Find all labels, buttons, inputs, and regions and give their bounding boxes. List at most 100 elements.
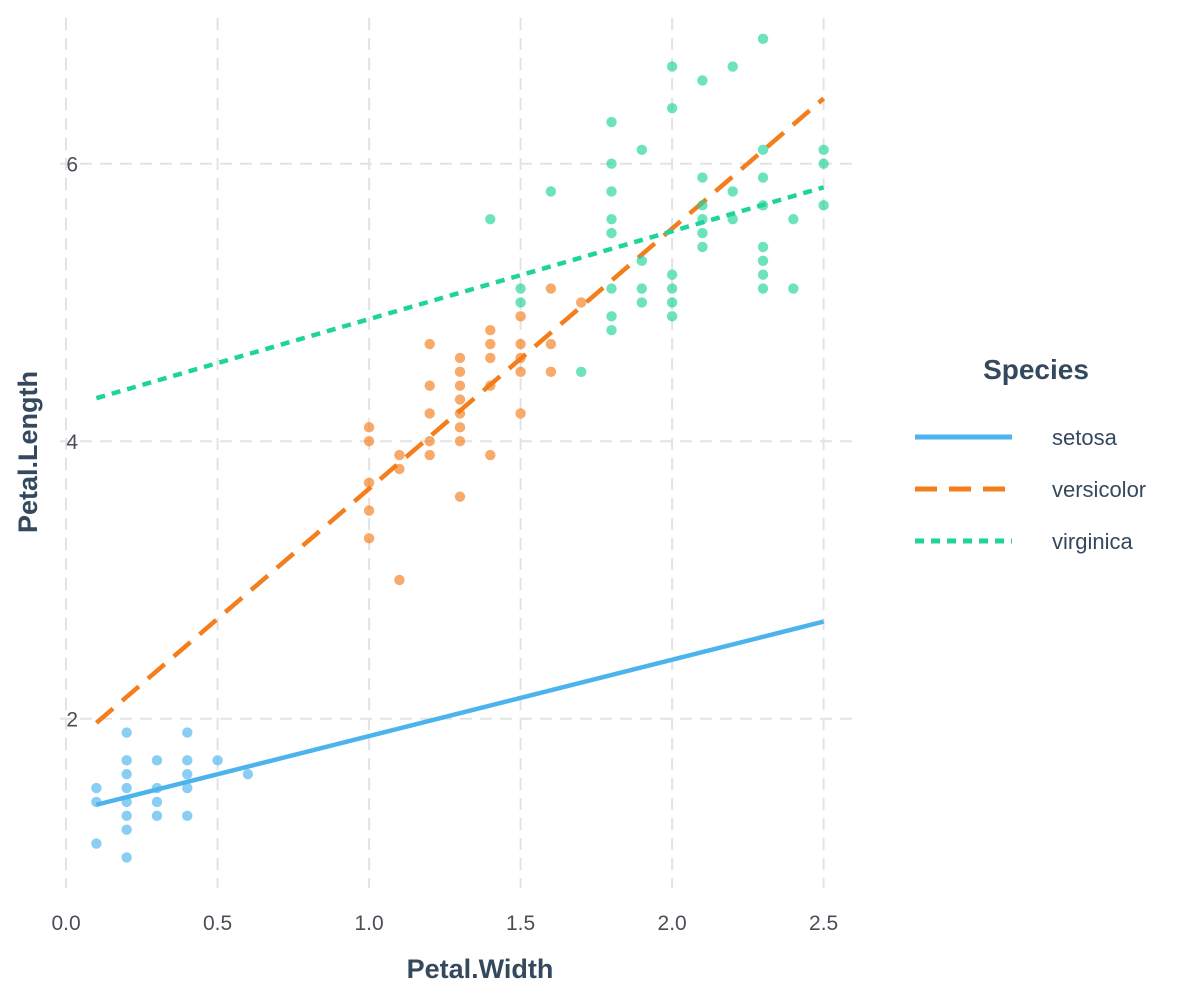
y-tick-label: 4 [66, 431, 78, 454]
data-point-versicolor [363, 436, 375, 447]
data-point-virginica [818, 200, 829, 211]
data-point-virginica [697, 227, 708, 239]
legend: Species setosa versicolor virginica [915, 354, 1146, 554]
data-point-setosa [182, 810, 193, 822]
data-point-versicolor [485, 325, 496, 336]
data-point-virginica [606, 311, 617, 322]
data-point-versicolor [515, 352, 526, 364]
data-point-versicolor [515, 311, 526, 322]
data-point-setosa [182, 755, 193, 766]
data-point-versicolor [363, 422, 375, 433]
data-point-versicolor [394, 574, 405, 586]
data-point-virginica [636, 255, 648, 267]
data-point-virginica [606, 283, 617, 294]
x-tick-label: 2.5 [809, 912, 838, 935]
data-point-virginica [757, 241, 769, 253]
data-point-setosa [242, 769, 254, 780]
data-point-setosa [151, 755, 163, 766]
data-point-versicolor [454, 366, 466, 378]
trend-line-setosa [95, 619, 825, 807]
data-point-setosa [151, 796, 163, 808]
data-point-versicolor [545, 338, 557, 350]
grid-lines [60, 18, 860, 888]
data-point-virginica [606, 186, 617, 197]
data-point-virginica [636, 283, 648, 294]
data-point-virginica [606, 227, 617, 239]
trend-line-virginica [95, 185, 825, 401]
data-point-versicolor [545, 366, 557, 378]
data-point-virginica [576, 366, 587, 378]
data-point-versicolor [515, 366, 526, 378]
data-point-virginica [757, 172, 769, 183]
data-point-versicolor [424, 408, 435, 419]
data-point-virginica [757, 255, 769, 267]
data-point-versicolor [424, 436, 435, 447]
data-point-setosa [91, 782, 102, 794]
data-point-virginica [515, 283, 526, 294]
data-point-versicolor [363, 505, 375, 516]
data-point-virginica [666, 311, 678, 322]
data-point-versicolor [454, 491, 466, 502]
data-point-virginica [606, 116, 617, 128]
data-point-versicolor [424, 380, 435, 391]
data-point-versicolor [485, 380, 496, 391]
data-point-virginica [757, 269, 769, 280]
data-point-virginica [697, 213, 708, 225]
x-axis-title: Petal.Width [407, 954, 554, 984]
data-point-virginica [636, 297, 648, 308]
data-point-setosa [121, 755, 132, 766]
data-point-virginica [606, 325, 617, 336]
data-point-versicolor [545, 283, 557, 294]
data-point-versicolor [394, 463, 405, 475]
data-point-setosa [121, 810, 132, 822]
data-point-virginica [697, 200, 708, 211]
data-point-virginica [666, 269, 678, 280]
data-point-virginica [788, 213, 799, 225]
data-point-versicolor [363, 477, 375, 489]
data-point-virginica [666, 283, 678, 294]
data-point-versicolor [394, 449, 405, 461]
data-point-virginica [818, 158, 829, 169]
data-point-versicolor [454, 408, 466, 419]
legend-title: Species [983, 354, 1089, 385]
data-point-versicolor [454, 380, 466, 391]
x-axis-ticks: 0.0 0.5 1.0 1.5 2.0 2.5 [51, 912, 838, 935]
y-tick-label: 2 [66, 709, 78, 732]
data-point-virginica [666, 102, 678, 114]
x-tick-label: 0.5 [203, 912, 232, 935]
data-point-setosa [121, 796, 132, 808]
y-axis-title: Petal.Length [13, 371, 43, 533]
data-point-setosa [151, 810, 163, 822]
data-point-virginica [485, 213, 496, 225]
data-point-versicolor [454, 422, 466, 433]
x-tick-label: 1.5 [506, 912, 535, 935]
data-point-versicolor [424, 449, 435, 461]
data-point-virginica [788, 283, 799, 294]
data-point-setosa [212, 755, 223, 766]
data-point-versicolor [485, 449, 496, 461]
data-point-virginica [606, 158, 617, 169]
data-point-setosa [121, 782, 132, 794]
data-point-virginica [545, 186, 557, 197]
data-point-virginica [666, 297, 678, 308]
data-point-virginica [666, 61, 678, 72]
data-point-versicolor [485, 352, 496, 364]
data-point-versicolor [363, 533, 375, 544]
legend-label-versicolor: versicolor [1052, 477, 1146, 502]
x-tick-label: 0.0 [51, 912, 80, 935]
data-point-versicolor [454, 436, 466, 447]
legend-label-setosa: setosa [1052, 425, 1118, 450]
data-point-virginica [697, 75, 708, 86]
data-point-virginica [727, 213, 738, 225]
x-tick-label: 1.0 [354, 912, 383, 935]
data-point-setosa [182, 769, 193, 780]
data-point-setosa [182, 782, 193, 794]
data-point-setosa [121, 852, 132, 863]
data-points [91, 33, 829, 863]
data-point-setosa [91, 796, 102, 808]
data-point-virginica [818, 144, 829, 156]
data-point-virginica [636, 144, 648, 156]
data-point-setosa [121, 769, 132, 780]
data-point-versicolor [454, 352, 466, 364]
